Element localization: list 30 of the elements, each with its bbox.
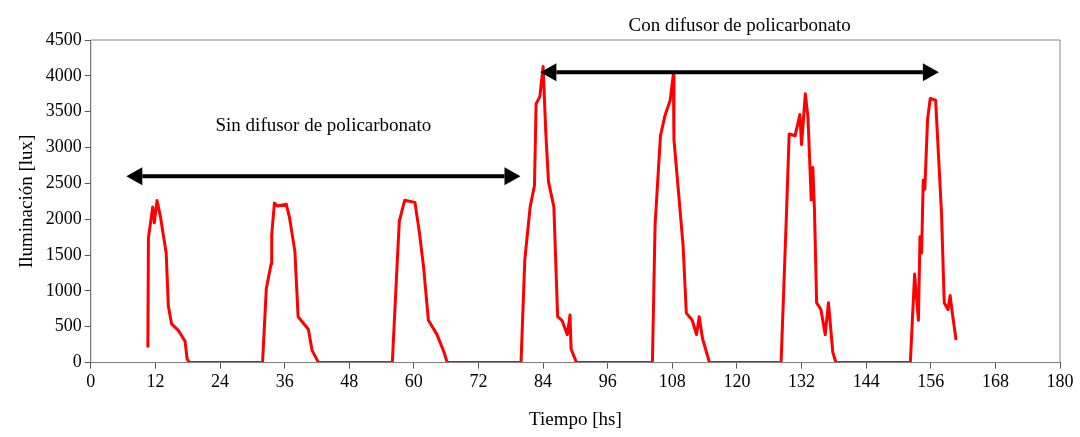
y-tick-label: 2000 [45,207,82,228]
y-tick-label: 1000 [45,279,82,300]
x-tick-label: 168 [981,371,1009,392]
x-tick-label: 48 [340,371,359,392]
y-tick-label: 2500 [45,172,82,193]
text: Con difusor de policarbonato [628,13,851,35]
x-tick-label: 156 [917,371,945,392]
x-tick-label: 180 [1046,371,1074,392]
x-tick-label: 132 [788,371,816,392]
x-tick-label: 144 [852,371,880,392]
y-axis-title: Iluminación [lux] [15,134,37,269]
x-tick-label: 120 [723,371,751,392]
y-tick-label: 500 [54,315,82,336]
x-tick-label: 24 [211,371,230,392]
y-tick-label: 4500 [45,28,82,49]
x-tick-label: 12 [146,371,165,392]
y-tick-label: 3500 [45,100,82,121]
y-tick-label: 0 [72,351,82,372]
y-tick-label: 3000 [45,136,82,157]
x-tick-label: 72 [469,371,488,392]
x-tick-label: 0 [86,371,96,392]
x-axis-title: Tiempo [hs] [529,407,622,429]
x-tick-label: 60 [404,371,423,392]
y-tick-label: 1500 [45,243,82,264]
x-tick-label: 96 [598,371,617,392]
y-tick-label: 4000 [45,64,82,85]
x-tick-label: 108 [658,371,686,392]
annotation: Sin difusor de policarbonato [215,114,432,136]
x-tick-label: 84 [534,371,553,392]
x-tick-label: 36 [275,371,294,392]
